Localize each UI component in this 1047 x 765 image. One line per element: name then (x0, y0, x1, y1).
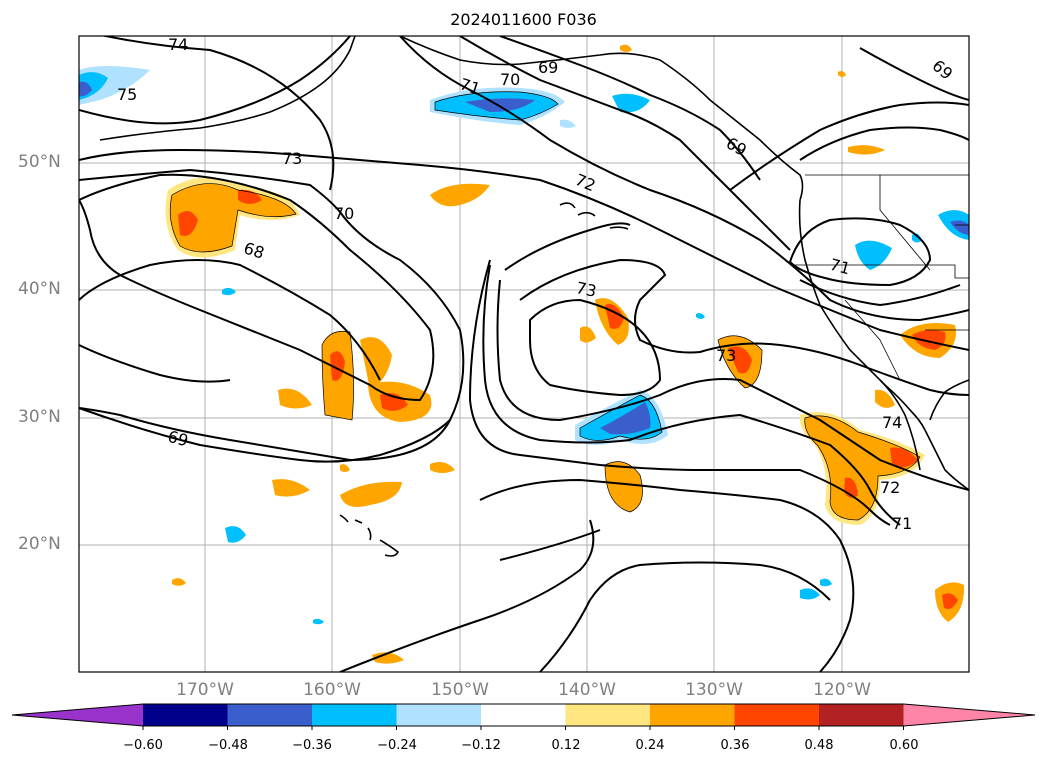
colorbar-extend-left (12, 704, 143, 726)
colorbar-tick-label: −0.24 (377, 738, 417, 753)
contour-label: 73 (282, 149, 302, 168)
anomaly-area (560, 119, 576, 128)
lon-label: 150°W (431, 680, 489, 700)
lon-label: 130°W (685, 680, 743, 700)
coastlines (99, 36, 969, 557)
anomaly-area (875, 389, 895, 408)
colorbar-tick-label: −0.60 (123, 738, 163, 753)
lon-label: 120°W (813, 680, 871, 700)
anomaly-area (79, 81, 92, 97)
state-borders (790, 174, 969, 381)
lat-label: 20°N (18, 534, 61, 554)
anomaly-area (600, 402, 651, 435)
anomaly-area (728, 346, 752, 374)
anomaly-area (225, 526, 246, 543)
colorbar-segment (734, 704, 820, 726)
anomaly-area (612, 93, 650, 113)
colorbar-segment (819, 704, 904, 726)
anomaly-area (360, 337, 392, 390)
anomaly-area (465, 98, 535, 112)
anomaly-area (430, 183, 490, 207)
colorbar-segment (565, 704, 651, 726)
anomaly-area (855, 240, 892, 270)
colorbar-tick-label: −0.48 (208, 738, 248, 753)
contour-label: 74 (168, 35, 188, 54)
anomaly-area (330, 351, 345, 381)
contour-label-group: 74 75 71 70 69 69 73 72 70 68 69 73 71 7… (117, 35, 956, 533)
contour-label: 71 (828, 255, 853, 279)
anomaly-area (272, 479, 310, 497)
contour-label: 69 (538, 58, 558, 77)
colorbar-tick-label: −0.12 (461, 738, 501, 753)
lat-label: 50°N (18, 152, 61, 172)
contour-label: 70 (500, 70, 520, 89)
colorbar-segment (481, 704, 566, 726)
anomaly-area (800, 578, 832, 600)
anomaly-area (340, 481, 402, 508)
lon-label: 140°W (558, 680, 616, 700)
anomaly-area (844, 447, 918, 498)
anomaly-area (950, 220, 969, 235)
anomaly-area (170, 183, 296, 252)
negative-anomaly-areas (79, 66, 969, 625)
anomaly-area (912, 330, 946, 350)
anomaly-area (278, 388, 312, 409)
contour-label: 70 (334, 204, 354, 223)
contour-label: 69 (166, 427, 191, 451)
contour-label: 75 (117, 85, 137, 104)
anomaly-area (580, 326, 596, 343)
colorbar-segment (312, 704, 397, 726)
lon-label: 160°W (303, 680, 361, 700)
colorbar-segment (396, 704, 482, 726)
colorbar-extend-right (903, 704, 1035, 726)
height-contours (79, 36, 969, 672)
colorbar-tick-label: 0.24 (635, 738, 665, 753)
colorbar-tick-label: 0.36 (720, 738, 750, 753)
anomaly-area (178, 189, 262, 236)
colorbar-segment (227, 704, 313, 726)
colorbar-segment (143, 704, 228, 726)
lat-label: 30°N (18, 407, 61, 427)
colorbar-tick-label: −0.36 (292, 738, 332, 753)
colorbar-tick-label: 0.12 (551, 738, 581, 753)
colorbar (11, 703, 1036, 730)
lon-label: 170°W (176, 680, 234, 700)
positive-anomaly-areas (165, 44, 965, 664)
contour-label: 73 (574, 278, 598, 301)
contour-label: 73 (716, 346, 736, 365)
colorbar-tick-label: 0.60 (889, 738, 919, 753)
contour-label: 74 (882, 413, 902, 432)
anomaly-area (848, 145, 885, 155)
colorbar-segment (650, 704, 735, 726)
contour-label: 71 (892, 514, 912, 533)
anomaly-area (430, 462, 455, 473)
anomaly-area (942, 593, 958, 609)
anomaly-area (804, 415, 920, 520)
contour-label: 72 (880, 478, 900, 497)
map-title: 2024011600 F036 (450, 10, 597, 29)
anomaly-area (605, 461, 643, 512)
colorbar-tick-label: 0.48 (804, 738, 834, 753)
lat-label: 40°N (18, 279, 61, 299)
